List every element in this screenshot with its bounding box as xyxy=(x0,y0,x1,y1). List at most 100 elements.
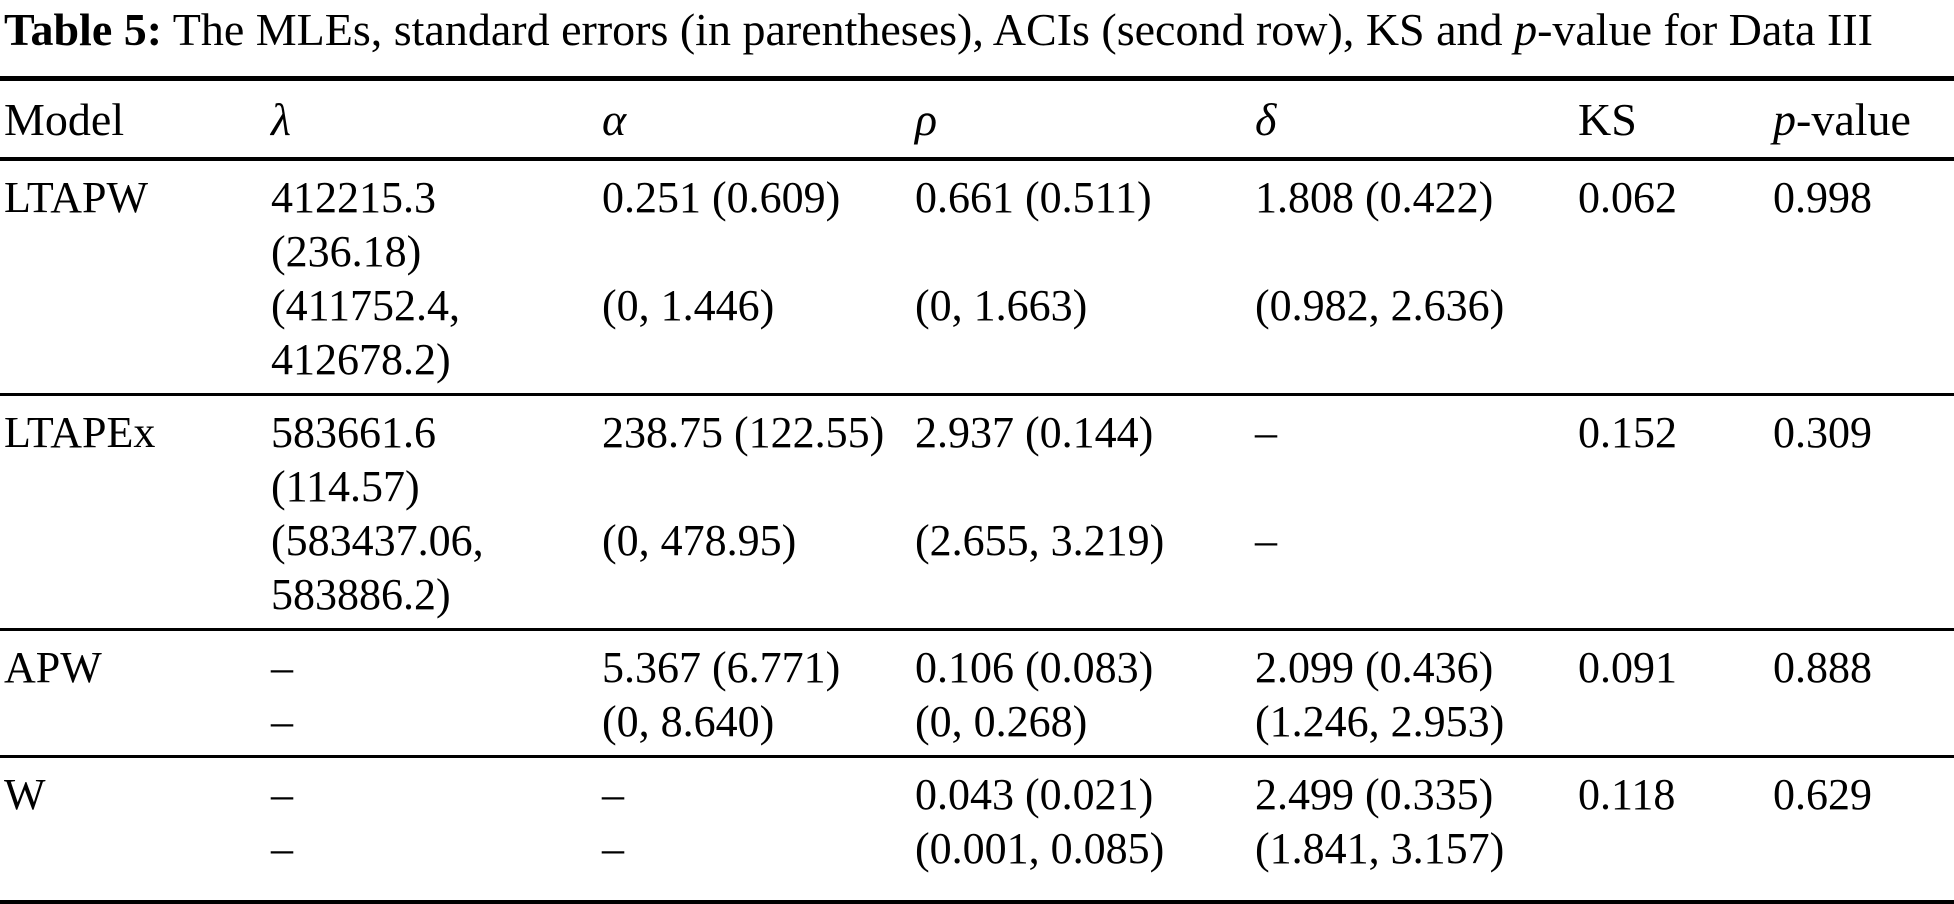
mle-value: 2.937 (0.144) xyxy=(915,408,1154,457)
delta-cell: 2.099 (0.436) (1.246, 2.953) xyxy=(1247,630,1570,757)
table-caption-text-end: -value for Data III xyxy=(1537,4,1873,55)
spacer-line xyxy=(1255,568,1570,622)
aci-value: 583886.2) xyxy=(271,570,451,619)
results-table: Model λ α ρ δ KS p-value LTAPW 412215.3 … xyxy=(0,76,1954,904)
aci-value: 412678.2) xyxy=(271,335,451,384)
rho-cell: 0.661 (0.511) (0, 1.663) xyxy=(907,159,1247,395)
dash-placeholder: – xyxy=(1255,408,1277,457)
pvalue-cell: 0.309 xyxy=(1765,395,1954,630)
table-caption-label: Table 5: xyxy=(4,4,163,55)
ks-cell: 0.062 xyxy=(1570,159,1765,395)
spacer-line xyxy=(602,333,907,387)
mle-value: 0.106 (0.083) xyxy=(915,643,1154,692)
column-header-ks: KS xyxy=(1570,79,1765,160)
model-name: LTAPEx xyxy=(4,408,156,457)
delta-cell: 1.808 (0.422) (0.982, 2.636) xyxy=(1247,159,1570,395)
mle-value: 583661.6 xyxy=(271,408,436,457)
aci-value: (0, 1.446) xyxy=(602,281,775,330)
model-name: LTAPW xyxy=(4,173,148,222)
header-ks-label: KS xyxy=(1578,94,1637,145)
header-row: Model λ α ρ δ KS p-value xyxy=(0,78,1954,160)
table-row-ltapw: LTAPW 412215.3 (236.18) (411752.4, 41267… xyxy=(0,159,1954,395)
table-row-apw: APW – – 5.367 (6.771) (0, 8.640) 0.106 (… xyxy=(0,630,1954,757)
dash-placeholder: – xyxy=(271,824,293,873)
dash-placeholder: – xyxy=(271,770,293,819)
spacer-line xyxy=(1255,460,1570,514)
dash-placeholder: – xyxy=(602,824,624,873)
aci-value: (1.246, 2.953) xyxy=(1255,697,1505,746)
table-caption-p-italic: p xyxy=(1514,4,1538,55)
rho-cell: 2.937 (0.144) (2.655, 3.219) xyxy=(907,395,1247,630)
delta-cell: – – xyxy=(1247,395,1570,630)
spacer-line xyxy=(1255,333,1570,387)
ks-value: 0.062 xyxy=(1578,173,1677,222)
table-row-w: W – – – – 0.043 (0.021) (0.001, 0.085) 2… xyxy=(0,757,1954,903)
pvalue-cell: 0.629 xyxy=(1765,757,1954,903)
ks-cell: 0.118 xyxy=(1570,757,1765,903)
aci-value: (583437.06, xyxy=(271,516,484,565)
pvalue-value: 0.629 xyxy=(1773,770,1872,819)
aci-value: (0, 8.640) xyxy=(602,697,775,746)
model-name: APW xyxy=(4,643,102,692)
column-header-model: Model xyxy=(0,79,263,160)
ks-cell: 0.152 xyxy=(1570,395,1765,630)
alpha-cell: 238.75 (122.55) (0, 478.95) xyxy=(594,395,907,630)
dash-placeholder: – xyxy=(1255,516,1277,565)
model-cell: W xyxy=(0,757,263,903)
ks-value: 0.118 xyxy=(1578,770,1676,819)
model-cell: APW xyxy=(0,630,263,757)
mle-value: 5.367 (6.771) xyxy=(602,643,841,692)
header-alpha-label: α xyxy=(602,94,627,145)
lambda-cell: 583661.6 (114.57) (583437.06, 583886.2) xyxy=(263,395,594,630)
mle-value: 412215.3 xyxy=(271,173,436,222)
aci-value: (0.982, 2.636) xyxy=(1255,281,1505,330)
spacer-line xyxy=(915,333,1247,387)
pvalue-value: 0.998 xyxy=(1773,173,1872,222)
model-cell: LTAPEx xyxy=(0,395,263,630)
mle-value: 1.808 (0.422) xyxy=(1255,173,1494,222)
dash-placeholder: – xyxy=(602,770,624,819)
ks-cell: 0.091 xyxy=(1570,630,1765,757)
model-name: W xyxy=(4,770,46,819)
spacer-line xyxy=(602,568,907,622)
pvalue-value: 0.309 xyxy=(1773,408,1872,457)
mle-value: 2.099 (0.436) xyxy=(1255,643,1494,692)
table-caption: Table 5: The MLEs, standard errors (in p… xyxy=(0,0,1954,58)
header-model-label: Model xyxy=(4,94,125,145)
header-lambda-label: λ xyxy=(271,94,291,145)
mle-value: 238.75 (122.55) xyxy=(602,408,885,457)
spacer-line xyxy=(602,460,907,514)
column-header-lambda: λ xyxy=(263,79,594,160)
mle-value: 0.043 (0.021) xyxy=(915,770,1154,819)
header-pvalue-p: p xyxy=(1773,94,1796,145)
aci-value: (0, 478.95) xyxy=(602,516,797,565)
header-pvalue-rest: -value xyxy=(1796,94,1911,145)
spacer-line xyxy=(602,225,907,279)
model-cell: LTAPW xyxy=(0,159,263,395)
header-delta-label: δ xyxy=(1255,94,1277,145)
rho-cell: 0.043 (0.021) (0.001, 0.085) xyxy=(907,757,1247,903)
spacer-line xyxy=(915,460,1247,514)
column-header-delta: δ xyxy=(1247,79,1570,160)
spacer-line xyxy=(915,568,1247,622)
mle-value: 0.251 (0.609) xyxy=(602,173,841,222)
ks-value: 0.091 xyxy=(1578,643,1677,692)
delta-cell: 2.499 (0.335) (1.841, 3.157) xyxy=(1247,757,1570,903)
mle-value: 2.499 (0.335) xyxy=(1255,770,1494,819)
pvalue-cell: 0.888 xyxy=(1765,630,1954,757)
lambda-cell: 412215.3 (236.18) (411752.4, 412678.2) xyxy=(263,159,594,395)
aci-value: (0, 1.663) xyxy=(915,281,1088,330)
column-header-rho: ρ xyxy=(907,79,1247,160)
spacer-line xyxy=(1255,225,1570,279)
pvalue-cell: 0.998 xyxy=(1765,159,1954,395)
aci-value: (0.001, 0.085) xyxy=(915,824,1165,873)
pvalue-value: 0.888 xyxy=(1773,643,1872,692)
column-header-alpha: α xyxy=(594,79,907,160)
dash-placeholder: – xyxy=(271,643,293,692)
std-error: (114.57) xyxy=(271,462,420,511)
alpha-cell: 5.367 (6.771) (0, 8.640) xyxy=(594,630,907,757)
lambda-cell: – – xyxy=(263,630,594,757)
lambda-cell: – – xyxy=(263,757,594,903)
header-rho-label: ρ xyxy=(915,94,938,145)
